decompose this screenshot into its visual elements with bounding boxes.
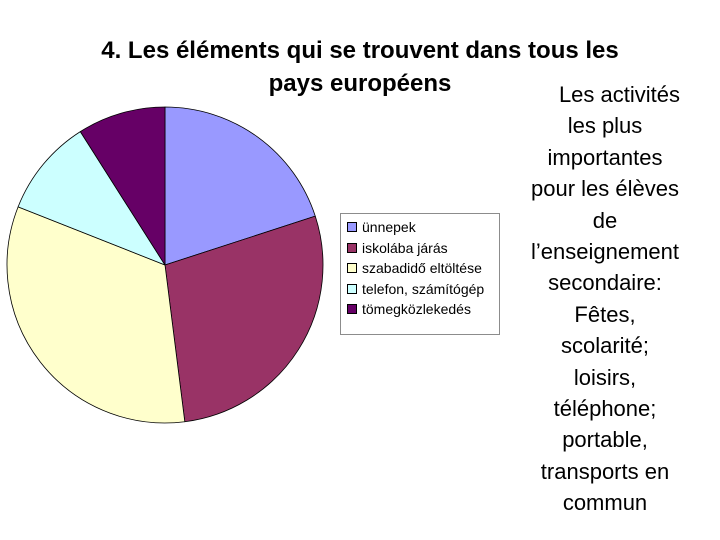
- pie-slice-4: [17, 131, 166, 266]
- side-text-block: Les activités les plus importantes pour …: [512, 79, 698, 519]
- pie-slice-1: [164, 106, 316, 266]
- side-text-line: secondaire:: [548, 270, 662, 296]
- legend-label: telefon, számítógép: [362, 280, 485, 297]
- side-text-line: scolarité;: [560, 333, 650, 359]
- pie-slices: [6, 106, 324, 424]
- legend-label: iskolába járás: [362, 239, 448, 256]
- side-text-line: transports en: [540, 458, 670, 484]
- pie-slice-2: [164, 215, 324, 423]
- slide-title: 4. Les éléments qui se trouvent dans tou…: [30, 34, 690, 100]
- legend-item-tomegkozlekedes: tömegközlekedés: [347, 299, 499, 320]
- slide-title-line-2: pays européens: [268, 70, 452, 97]
- legend-item-unnepek: ünnepek: [347, 217, 499, 238]
- side-text-line: téléphone;: [553, 396, 657, 422]
- legend-item-iskolaba-jaras: iskolába járás: [347, 238, 499, 259]
- legend-swatch: [347, 242, 357, 253]
- legend-swatch: [347, 283, 357, 294]
- side-text-line: loisirs,: [573, 364, 637, 390]
- legend-label: ünnepek: [362, 219, 416, 236]
- side-text-line: Fêtes,: [574, 301, 636, 327]
- side-text-line: Les activités: [558, 82, 680, 107]
- legend-item-telefon-szamitogep: telefon, számítógép: [347, 279, 499, 300]
- side-text-line: pour les élèves: [531, 176, 679, 202]
- legend-swatch: [347, 222, 357, 233]
- side-text-line: importantes: [547, 144, 663, 170]
- slide-title-line-1: 4. Les éléments qui se trouvent dans tou…: [101, 37, 619, 64]
- side-text-line: l’enseignement: [531, 239, 679, 265]
- legend-label: szabadidő eltöltése: [362, 260, 482, 277]
- legend-label: tömegközlekedés: [362, 301, 471, 318]
- pie-slice-3: [6, 206, 186, 424]
- chart-legend: ünnepek iskolába járás szabadidő eltölté…: [340, 213, 500, 335]
- legend-item-szabadido-eltoltese: szabadidő eltöltése: [347, 258, 499, 279]
- side-text-line: portable,: [562, 427, 648, 453]
- legend-swatch: [347, 304, 357, 315]
- side-text-line: les plus: [567, 113, 643, 139]
- side-text-line: commun: [562, 490, 648, 516]
- legend-swatch: [347, 263, 357, 274]
- side-text-line: de: [592, 207, 618, 233]
- pie-slice-5: [79, 106, 166, 266]
